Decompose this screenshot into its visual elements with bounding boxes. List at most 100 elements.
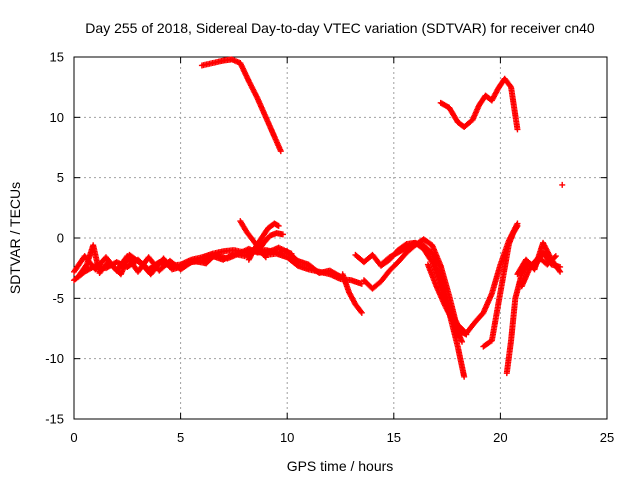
data-point [369,251,376,258]
y-tick-label: 10 [50,110,64,125]
data-point [83,261,90,268]
data-point [273,230,280,237]
data-point-fill [551,254,558,261]
series-arc-rise-3 [254,230,286,256]
data-point [169,266,176,273]
data-point [433,283,440,290]
data-point [386,267,393,274]
data-point [501,265,508,272]
data-point [262,114,269,121]
data-point [559,181,566,188]
chart-title: Day 255 of 2018, Sidereal Day-to-day VTE… [85,20,595,36]
data-point [117,271,124,278]
data-point [522,256,529,263]
data-point [527,263,534,270]
data-point [358,280,365,287]
series-isolated-point [559,181,566,188]
data-point [339,271,346,278]
x-tick-label: 20 [493,430,507,445]
data-point [245,256,252,263]
data-point [505,241,512,248]
data-point-fill [261,253,268,260]
series-arc-rise-2 [245,220,282,263]
data-point [395,249,402,256]
data-point [412,239,419,246]
data-point [429,242,436,249]
data-point [237,218,244,225]
data-point [463,330,470,337]
data-point [160,255,167,262]
data-point [420,236,427,243]
data-point [531,266,538,273]
data-point [243,228,250,235]
data-point [488,290,495,297]
data-point [508,337,515,344]
data-point [75,273,82,280]
data-point [147,271,154,278]
data-point [378,261,385,268]
data-point [81,253,88,260]
data-point [254,249,261,256]
data-point [96,269,103,276]
data-point [480,343,487,350]
data-point [424,261,431,268]
series-arc-late-4 [518,253,559,290]
data-point [258,235,265,241]
data-point [544,261,551,268]
data-point [403,244,410,251]
data-point [446,104,453,111]
data-point [348,277,355,284]
data-point [134,268,141,275]
data-point [437,99,444,106]
data-point [378,278,385,285]
data-point [476,102,483,109]
data-point [209,60,216,67]
series-arc-main-3 [75,242,295,280]
data-point [461,123,468,130]
data-point [305,261,312,268]
data-point [220,57,227,64]
data-point [501,75,508,82]
data-point [224,255,231,262]
data-point [126,251,133,258]
data-point [437,262,444,269]
grid-lines [74,57,607,419]
data-point [488,337,495,344]
data-point [284,254,291,261]
data-point [461,373,468,380]
data-point [482,92,489,99]
data-point [211,251,218,258]
data-point [386,254,393,261]
data-point [480,309,487,316]
data-point [260,239,267,246]
data-point [369,285,376,292]
data-point [275,222,282,229]
data-point [277,148,284,155]
data-point [346,289,353,296]
data-point [518,283,525,290]
data-point [250,237,257,244]
data-point-fill [357,308,364,315]
series-arc-dip-1 [339,271,365,316]
data-point [360,277,367,284]
data-point [454,119,461,126]
data-point [552,253,559,260]
data-point [420,245,427,252]
y-tick-label: -10 [45,351,64,366]
data-point [557,268,564,275]
data-point [245,78,252,85]
data-point [105,259,112,266]
data-point [469,116,476,123]
data-point [437,280,444,287]
data-point-fill [507,82,514,89]
data-point [441,302,448,309]
data-point [326,267,333,274]
data-point [495,85,502,92]
data-point [156,267,163,274]
data-point-fill [556,267,563,274]
data-point [271,133,278,140]
data-point [203,260,210,267]
series-arc-late-1 [480,222,521,350]
data-point [294,257,301,264]
data-point [429,259,436,266]
